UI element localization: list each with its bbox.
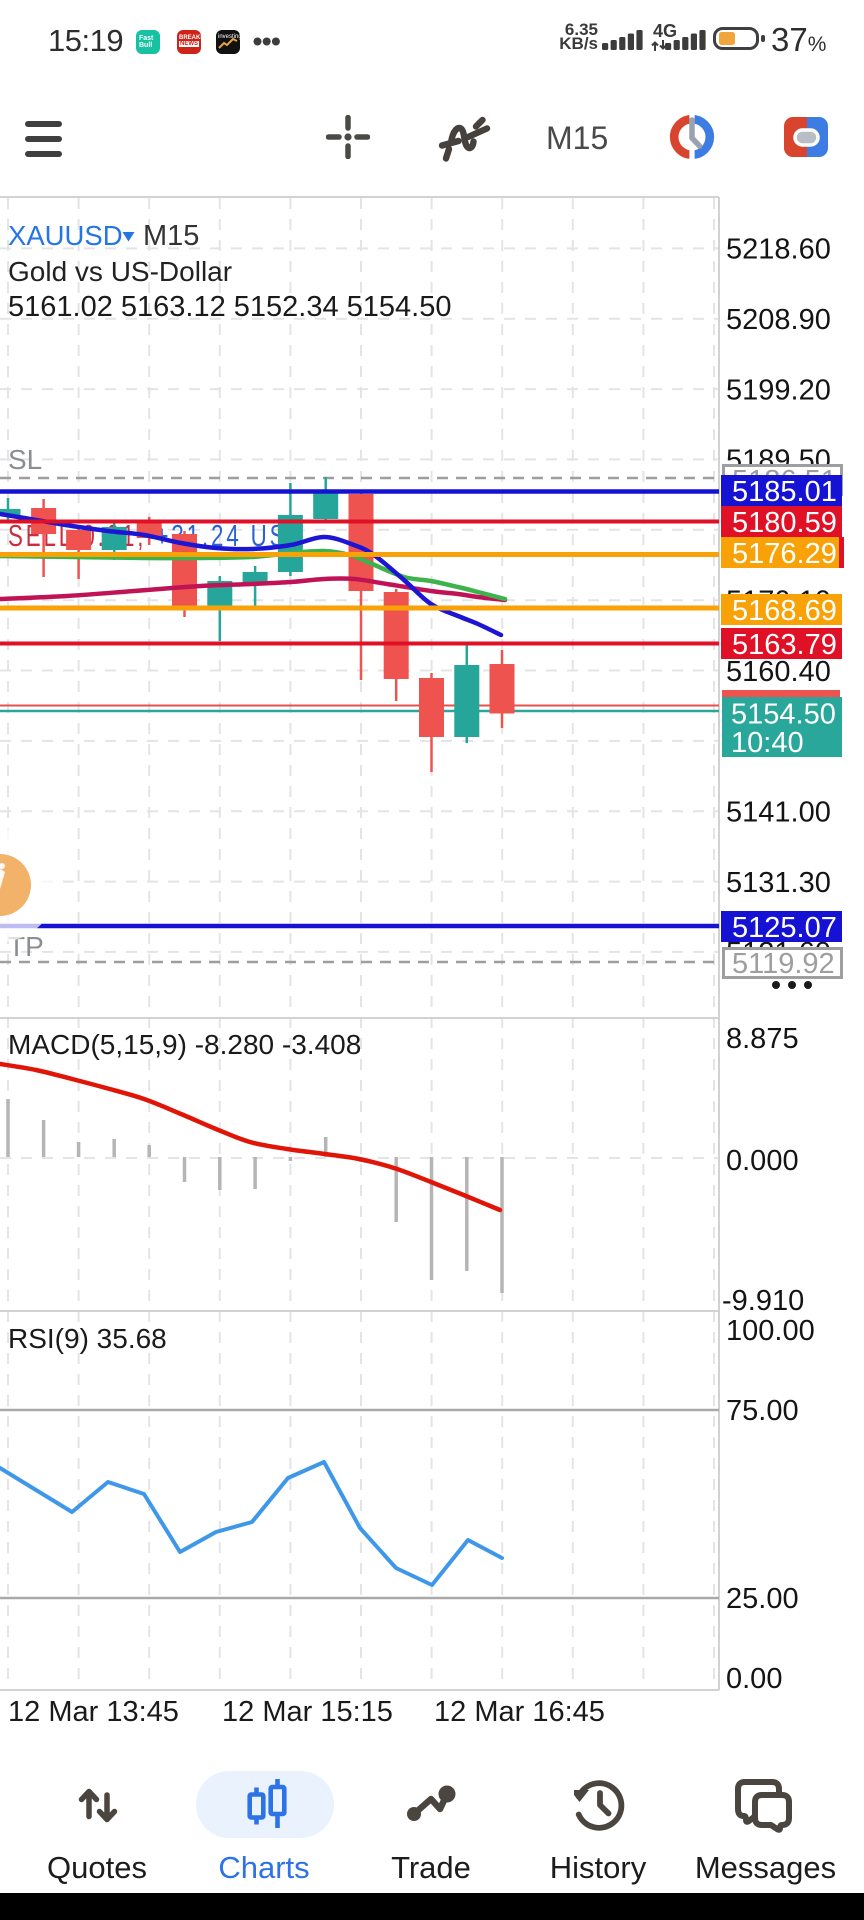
svg-text:100.00: 100.00 (726, 1315, 815, 1347)
svg-text:5125.07: 5125.07 (732, 912, 837, 944)
svg-text:5119.92: 5119.92 (732, 948, 835, 980)
svg-text:75.00: 75.00 (726, 1395, 799, 1427)
svg-text:10:40: 10:40 (731, 727, 804, 759)
svg-text:-9.910: -9.910 (722, 1285, 804, 1317)
svg-text:0.00: 0.00 (726, 1663, 782, 1695)
svg-text:12 Mar 13:45: 12 Mar 13:45 (8, 1696, 179, 1728)
svg-text:5160.40: 5160.40 (726, 656, 831, 688)
svg-text:investing: investing (218, 34, 240, 40)
svg-text:25.00: 25.00 (726, 1583, 799, 1615)
svg-text:M15: M15 (143, 220, 199, 252)
svg-text:12 Mar 15:15: 12 Mar 15:15 (222, 1696, 393, 1728)
svg-text:12 Mar 16:45: 12 Mar 16:45 (434, 1696, 605, 1728)
svg-text:SL: SL (8, 444, 42, 475)
svg-text:5180.59: 5180.59 (732, 507, 837, 539)
svg-text:5168.69: 5168.69 (732, 595, 837, 627)
svg-text:5199.20: 5199.20 (726, 374, 831, 406)
svg-text:5218.60: 5218.60 (726, 234, 831, 266)
svg-text:5154.50: 5154.50 (731, 699, 836, 731)
svg-text:8.875: 8.875 (726, 1023, 799, 1055)
svg-text:RSI(9) 35.68: RSI(9) 35.68 (8, 1323, 167, 1354)
svg-text:5131.30: 5131.30 (726, 867, 831, 899)
svg-text:XAUUSD: XAUUSD (8, 220, 123, 251)
svg-text:5208.90: 5208.90 (726, 304, 831, 336)
svg-text:5163.79: 5163.79 (732, 629, 837, 661)
svg-text:MACD(5,15,9) -8.280 -3.408: MACD(5,15,9) -8.280 -3.408 (8, 1029, 361, 1060)
svg-text:5185.01: 5185.01 (732, 476, 837, 508)
svg-text:5176.29: 5176.29 (732, 538, 837, 570)
svg-text:5161.02 5163.12 5152.34 5154.5: 5161.02 5163.12 5152.34 5154.50 (8, 291, 451, 323)
svg-text:0.000: 0.000 (726, 1145, 799, 1177)
svg-text:5141.00: 5141.00 (726, 797, 831, 829)
svg-text:Gold vs US-Dollar: Gold vs US-Dollar (8, 256, 232, 287)
